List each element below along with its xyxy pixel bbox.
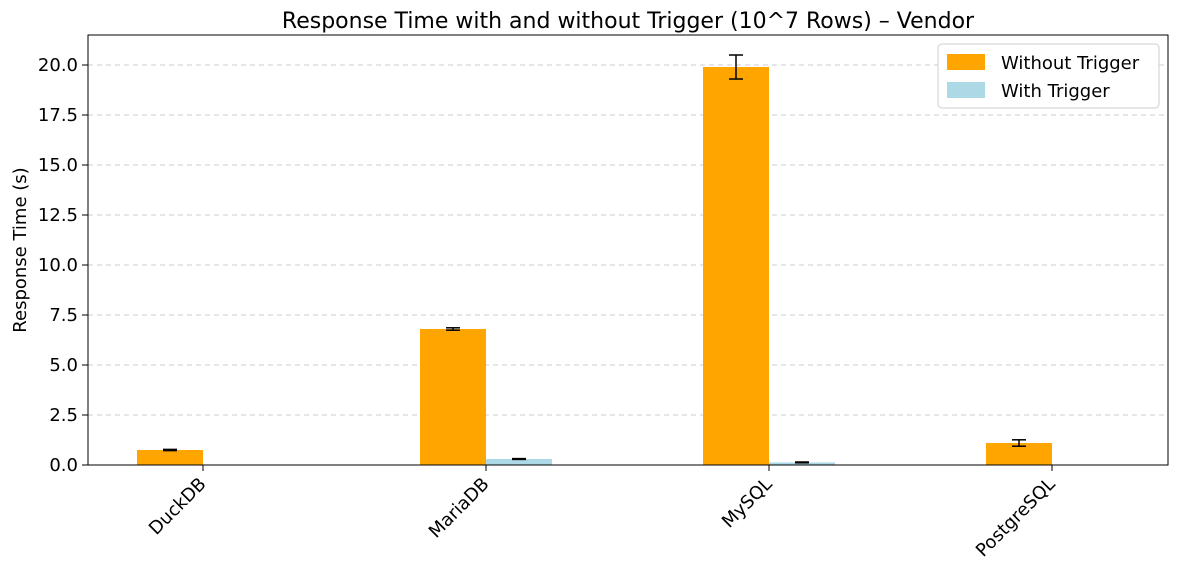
error-bar (1012, 439, 1026, 447)
legend-swatch (947, 82, 985, 98)
bar-with-trigger (486, 459, 552, 465)
y-tick-label: 12.5 (38, 205, 78, 226)
y-tick-label: 15.0 (38, 155, 78, 176)
legend-box (937, 43, 1160, 109)
bar-without-trigger (137, 450, 203, 465)
y-tick-label: 7.5 (49, 305, 78, 326)
x-tick-label: MariaDB (425, 474, 494, 543)
bar-without-trigger (986, 443, 1052, 465)
bar-without-trigger (420, 329, 486, 465)
y-tick-label: 0.0 (49, 455, 78, 476)
error-bar (729, 54, 743, 80)
y-tick-label: 2.5 (49, 405, 78, 426)
error-bar (446, 327, 460, 331)
y-tick-label: 10.0 (38, 255, 78, 276)
legend: Without Trigger With Trigger (937, 43, 1160, 109)
x-tick-label: PostgreSQL (972, 474, 1060, 562)
error-bar (512, 457, 526, 461)
y-tick-label: 20.0 (38, 55, 78, 76)
error-bar (795, 461, 809, 464)
legend-swatch (947, 54, 985, 70)
y-tick-label: 5.0 (49, 355, 78, 376)
bars (137, 54, 1052, 465)
plot-frame (87, 34, 1169, 466)
x-tick-label: MySQL (718, 474, 777, 533)
error-bar (163, 448, 177, 452)
chart-title: Response Time with and without Trigger (… (282, 9, 975, 34)
x-tick-label: DuckDB (145, 474, 211, 540)
axes: 0.0 2.5 5.0 7.5 10.0 12.5 15.0 17.5 20.0 DuckDB Ma… (38, 34, 1169, 562)
y-axis-title: Response Time (s) (10, 167, 31, 332)
bar-without-trigger (703, 67, 769, 465)
legend-label: Without Trigger (1001, 53, 1140, 74)
bar-with-trigger (769, 462, 835, 465)
legend-label: With Trigger (1001, 81, 1110, 102)
gridlines (88, 64, 1168, 416)
y-tick-label: 17.5 (38, 105, 78, 126)
